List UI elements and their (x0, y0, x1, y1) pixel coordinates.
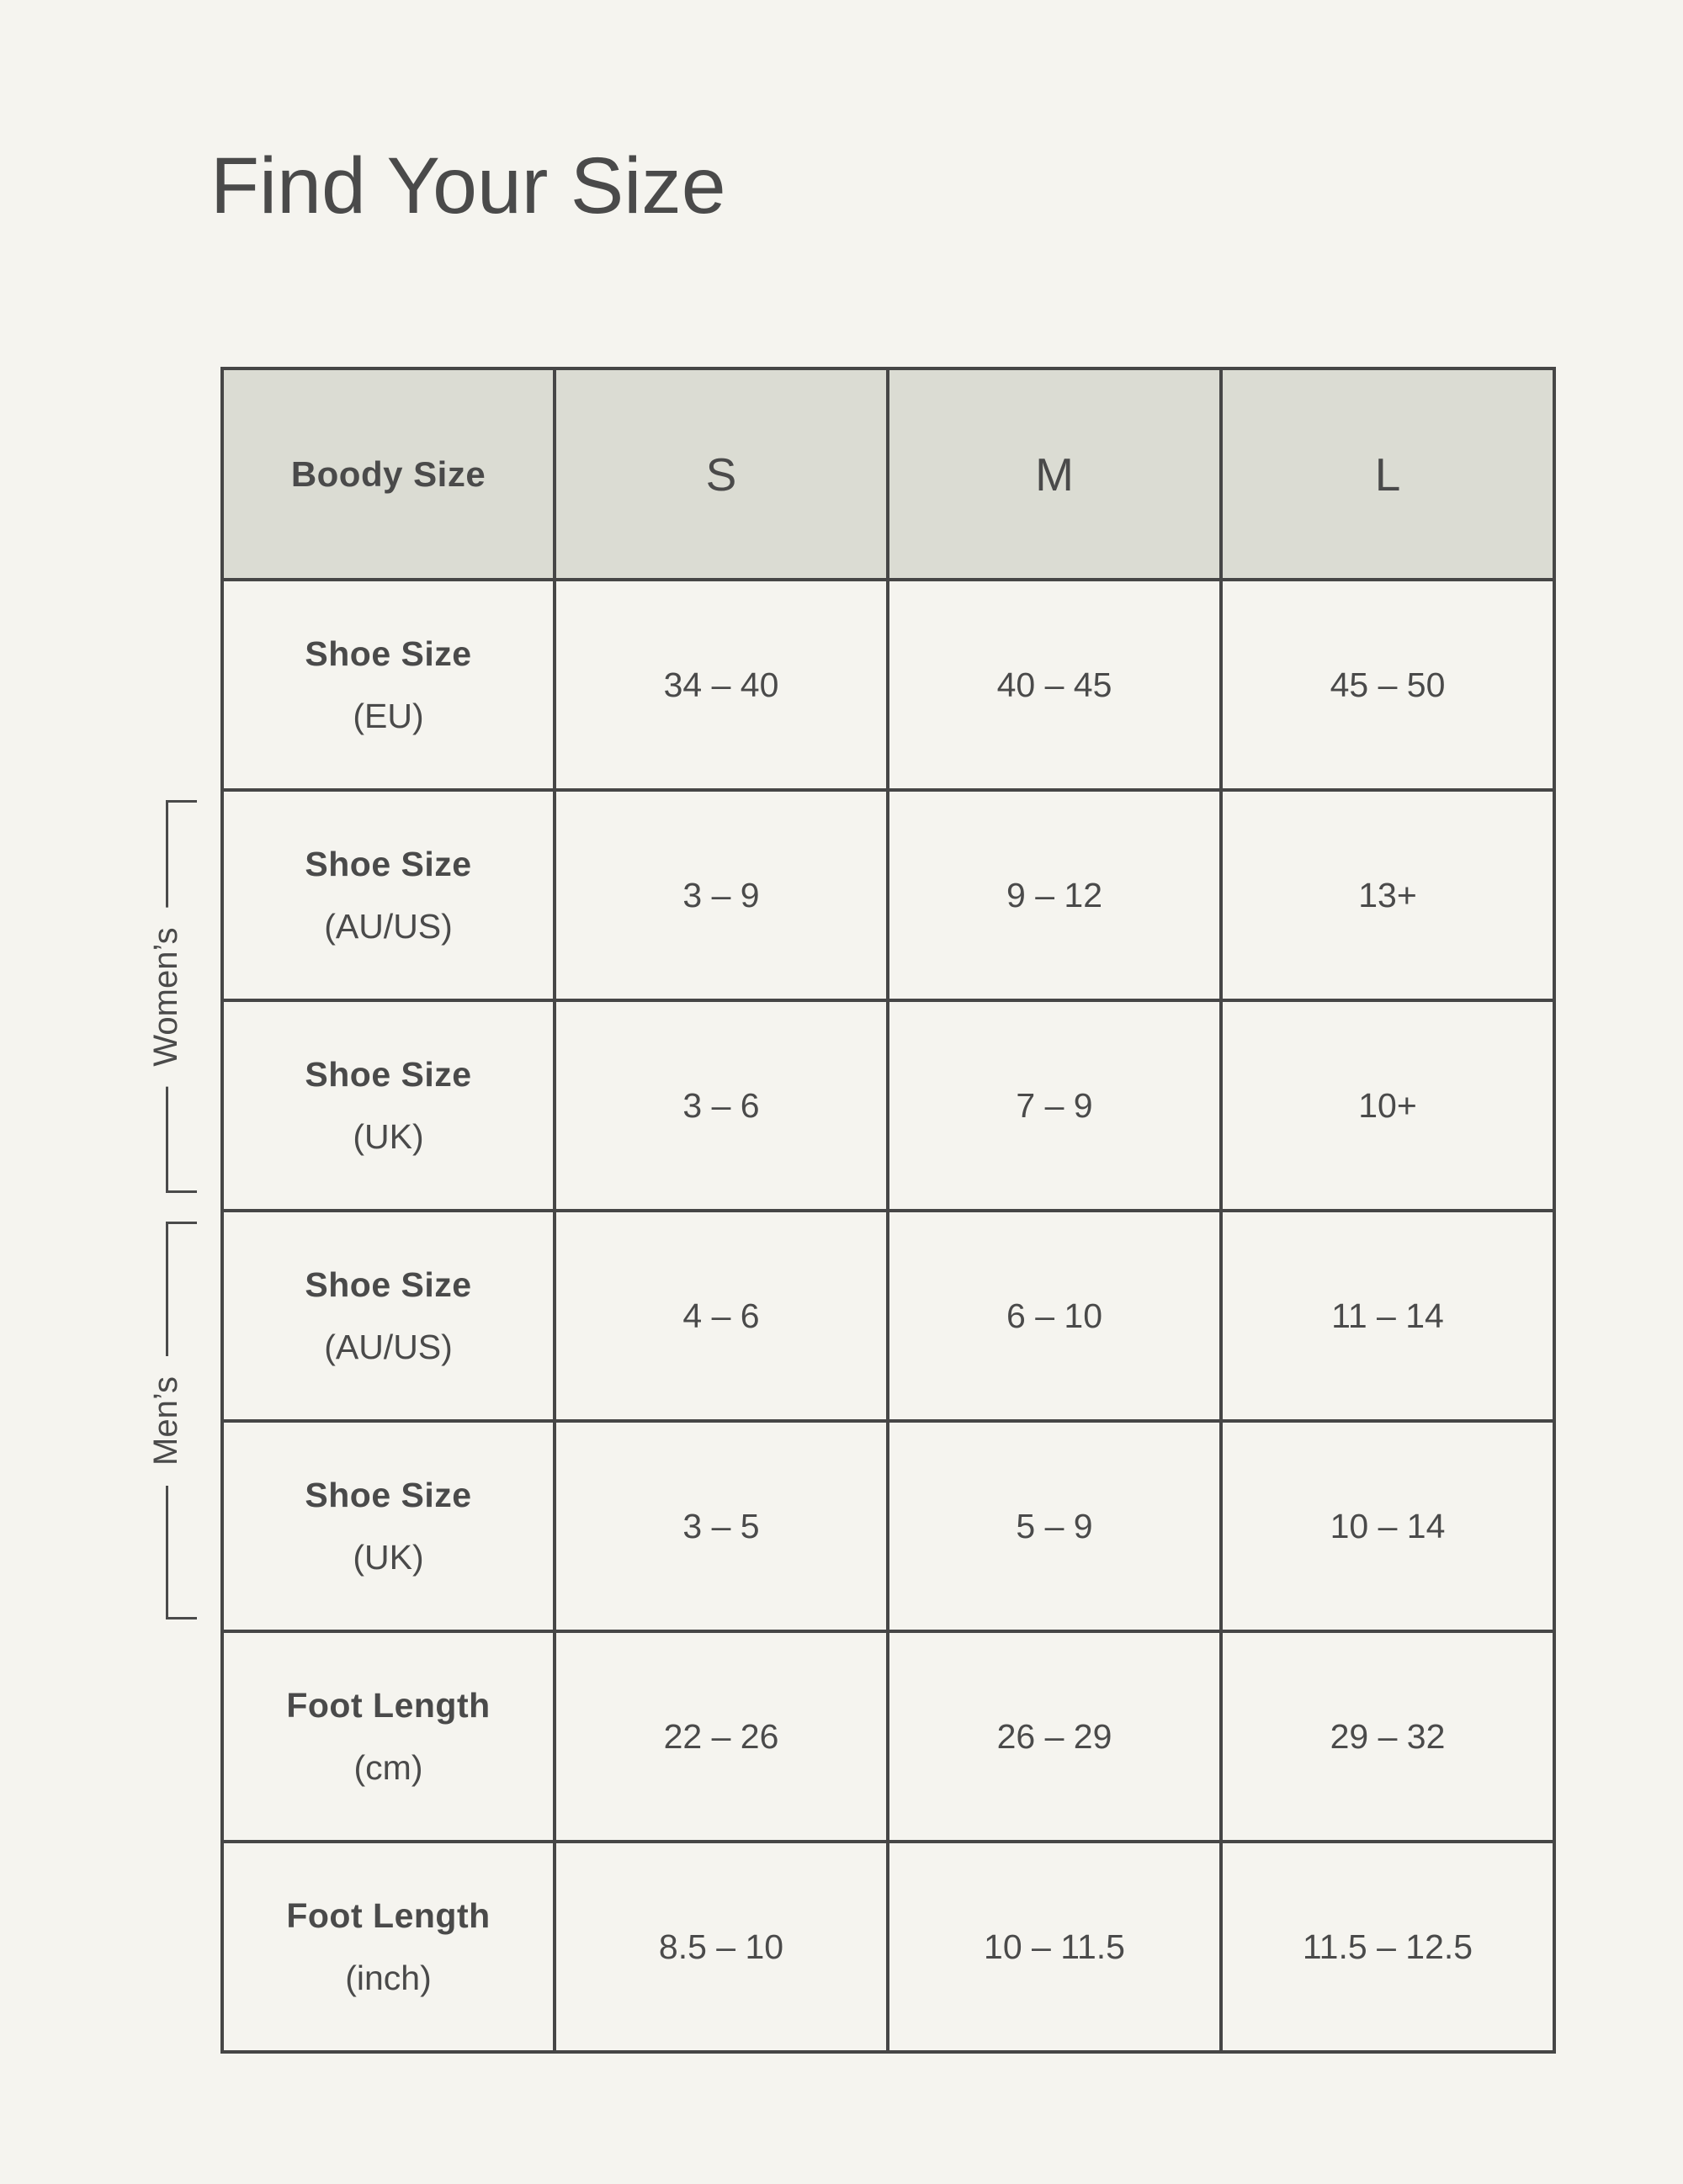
header-boody-size: Boody Size (220, 367, 556, 581)
womens-group-label: Women’s (146, 906, 185, 1087)
row-label-shoe-size-auus-womens: Shoe Size (AU/US) (220, 788, 556, 1002)
cell-eu-s: 34 – 40 (553, 578, 889, 792)
row-foot-length-cm: Foot Length (cm) 22 – 26 26 – 29 29 – 32 (220, 1630, 1556, 1843)
row-label-main: Foot Length (286, 1685, 491, 1725)
cell-mens-auus-l: 11 – 14 (1219, 1209, 1556, 1423)
row-label-foot-length-inch: Foot Length (inch) (220, 1840, 556, 2054)
row-label-main: Shoe Size (305, 844, 472, 883)
cell-inch-l: 11.5 – 12.5 (1219, 1840, 1556, 2054)
mens-group-label: Men’s (146, 1355, 185, 1486)
row-label-unit: (UK) (353, 1537, 424, 1577)
row-label-unit: (UK) (353, 1116, 424, 1156)
cell-womens-uk-m: 7 – 9 (886, 999, 1223, 1212)
womens-group-bracket: Women’s (146, 800, 197, 1193)
row-label-unit: (AU/US) (324, 1327, 453, 1366)
header-size-m: M (886, 367, 1223, 581)
row-shoe-size-uk-mens: Shoe Size (UK) 3 – 5 5 – 9 10 – 14 (220, 1419, 1556, 1633)
row-label-shoe-size-eu: Shoe Size (EU) (220, 578, 556, 792)
row-label-shoe-size-uk-womens: Shoe Size (UK) (220, 999, 556, 1212)
cell-mens-auus-s: 4 – 6 (553, 1209, 889, 1423)
cell-inch-s: 8.5 – 10 (553, 1840, 889, 2054)
row-label-main: Shoe Size (305, 1475, 472, 1514)
cell-womens-uk-s: 3 – 6 (553, 999, 889, 1212)
row-label-unit: (cm) (353, 1747, 423, 1787)
header-size-l: L (1219, 367, 1556, 581)
row-shoe-size-auus-mens: Shoe Size (AU/US) 4 – 6 6 – 10 11 – 14 (220, 1209, 1556, 1423)
row-label-main: Shoe Size (305, 633, 472, 673)
cell-eu-m: 40 – 45 (886, 578, 1223, 792)
mens-group-bracket: Men’s (146, 1222, 197, 1619)
cell-womens-auus-l: 13+ (1219, 788, 1556, 1002)
row-label-unit: (EU) (353, 696, 424, 735)
row-label-unit: (inch) (345, 1958, 432, 1997)
cell-cm-l: 29 – 32 (1219, 1630, 1556, 1843)
cell-mens-uk-l: 10 – 14 (1219, 1419, 1556, 1633)
cell-cm-s: 22 – 26 (553, 1630, 889, 1843)
row-shoe-size-auus-womens: Shoe Size (AU/US) 3 – 9 9 – 12 13+ (220, 788, 1556, 1002)
row-label-main: Foot Length (286, 1895, 491, 1935)
cell-mens-auus-m: 6 – 10 (886, 1209, 1223, 1423)
cell-womens-uk-l: 10+ (1219, 999, 1556, 1212)
row-shoe-size-eu: Shoe Size (EU) 34 – 40 40 – 45 45 – 50 (220, 578, 1556, 792)
row-label-shoe-size-uk-mens: Shoe Size (UK) (220, 1419, 556, 1633)
cell-eu-l: 45 – 50 (1219, 578, 1556, 792)
table-header-row: Boody Size S M L (220, 367, 1556, 581)
cell-womens-auus-s: 3 – 9 (553, 788, 889, 1002)
size-chart-table: Boody Size S M L Shoe Size (EU) 34 – 40 … (220, 367, 1556, 2054)
cell-mens-uk-m: 5 – 9 (886, 1419, 1223, 1633)
row-label-foot-length-cm: Foot Length (cm) (220, 1630, 556, 1843)
cell-womens-auus-m: 9 – 12 (886, 788, 1223, 1002)
row-foot-length-inch: Foot Length (inch) 8.5 – 10 10 – 11.5 11… (220, 1840, 1556, 2054)
cell-cm-m: 26 – 29 (886, 1630, 1223, 1843)
row-label-main: Shoe Size (305, 1264, 472, 1304)
cell-inch-m: 10 – 11.5 (886, 1840, 1223, 2054)
page-title: Find Your Size (210, 141, 726, 231)
row-label-shoe-size-auus-mens: Shoe Size (AU/US) (220, 1209, 556, 1423)
row-shoe-size-uk-womens: Shoe Size (UK) 3 – 6 7 – 9 10+ (220, 999, 1556, 1212)
row-label-unit: (AU/US) (324, 906, 453, 946)
cell-mens-uk-s: 3 – 5 (553, 1419, 889, 1633)
row-label-main: Shoe Size (305, 1054, 472, 1094)
header-size-s: S (553, 367, 889, 581)
